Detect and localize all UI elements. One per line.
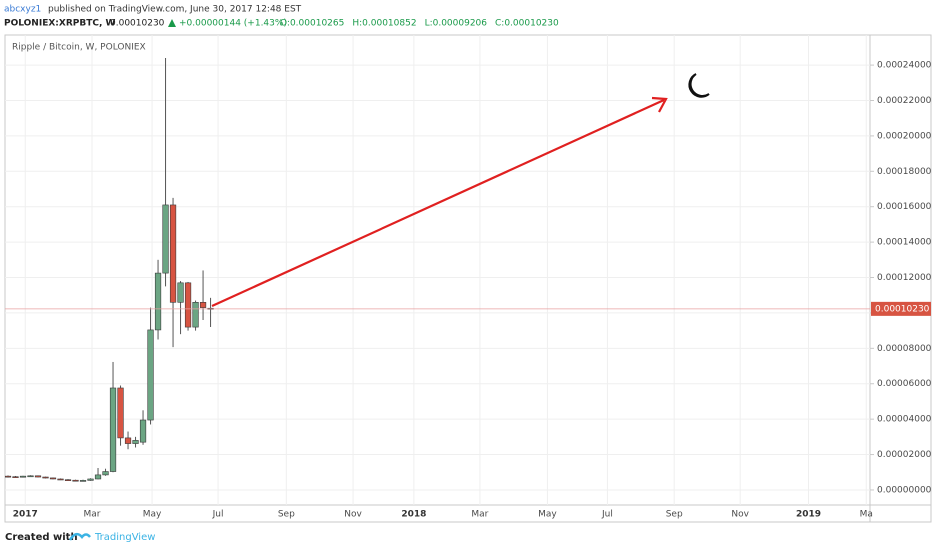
- candle-body: [94, 474, 102, 480]
- x-tick-label: Jul: [212, 510, 224, 520]
- author[interactable]: abcxyz1: [4, 5, 41, 15]
- candle-body: [57, 478, 64, 481]
- y-tick-label: 0.00008000: [877, 344, 932, 354]
- ohlc-value: L:0.00009206: [425, 19, 488, 29]
- up-arrow: [168, 19, 176, 27]
- x-tick-label: Sep: [666, 510, 683, 520]
- candle-body: [124, 437, 132, 444]
- frame: [4, 34, 932, 523]
- last-price-label: 0.00010230: [875, 304, 930, 314]
- y-tick-label: 0.00024000: [877, 61, 932, 71]
- candle-body: [154, 272, 162, 331]
- x-tick-label: Nov: [344, 510, 362, 520]
- x-tick-label: Jul: [601, 510, 613, 520]
- candle-body: [87, 478, 94, 481]
- x-tick-label: 2017: [13, 510, 38, 520]
- y-tick-label: 0.00012000: [877, 273, 932, 283]
- candle-body: [192, 302, 199, 328]
- symbol: POLONIEX:XRPBTC, W: [4, 19, 116, 29]
- x-tick-label: Sep: [278, 510, 295, 520]
- candle-body: [184, 282, 192, 328]
- ohlc-value: C:0.00010230: [495, 19, 559, 29]
- candle-body: [5, 475, 12, 478]
- y-tick-label: 0.00018000: [877, 167, 932, 177]
- x-tick-label: Nov: [731, 510, 749, 520]
- y-tick-label: 0.00004000: [877, 415, 932, 425]
- ohlc-value: H:0.00010852: [352, 19, 416, 29]
- price: 0.00010230: [110, 19, 165, 29]
- y-tick-label: 0.00006000: [877, 379, 932, 389]
- last-price-box: [871, 301, 931, 316]
- grid: [5, 35, 870, 505]
- x-tick-label: Ma: [860, 510, 873, 520]
- candle-body: [102, 471, 109, 476]
- x-tick-label: May: [538, 510, 557, 520]
- moon: [688, 73, 710, 98]
- candle-body: [27, 475, 34, 478]
- candle-body: [169, 204, 177, 303]
- published: published on TradingView.com, June 30, 2…: [48, 5, 302, 15]
- x-tick-label: Mar: [471, 510, 488, 520]
- candle-body: [34, 475, 42, 478]
- candle-body: [162, 204, 169, 274]
- logo: [68, 532, 91, 541]
- change: +0.00000144 (+1.43%): [179, 19, 287, 29]
- candle-body: [132, 440, 139, 444]
- y-tick-label: 0.00022000: [877, 96, 932, 106]
- x-tick-label: 2019: [796, 510, 821, 520]
- y-tick-label: 0.00002000: [877, 450, 932, 460]
- candle-body: [139, 419, 147, 443]
- ohlc-value: O:0.00010265: [280, 19, 344, 29]
- candle-body: [49, 477, 57, 480]
- arrow-head: [651, 96, 668, 113]
- y-tick-label: 0.00000000: [877, 485, 932, 495]
- y-tick-label: 0.00020000: [877, 131, 932, 141]
- candle-body: [117, 387, 124, 439]
- candle-body: [147, 329, 154, 421]
- candle-body: [64, 479, 72, 481]
- candle-body: [12, 476, 19, 478]
- ohlc: O:0.00010265 H:0.00010852 L:0.00009206 C:0.…: [280, 19, 559, 29]
- candle-body: [72, 479, 79, 482]
- candle-body: [19, 475, 27, 478]
- y-tick-label: 0.00014000: [877, 238, 932, 248]
- chart-title: Ripple / Bitcoin, W, POLONIEX: [12, 43, 146, 53]
- x-tick-label: 2018: [401, 510, 426, 520]
- arrow: [211, 98, 665, 308]
- x-tick-label: May: [143, 510, 162, 520]
- footer-brand[interactable]: TradingView: [94, 532, 155, 543]
- x-tick-label: Mar: [84, 510, 101, 520]
- candle-body: [177, 282, 184, 303]
- candle-body: [79, 480, 87, 482]
- candle-body: [42, 476, 49, 479]
- candle-body: [109, 387, 117, 472]
- candle-body: [199, 302, 207, 308]
- candles: [5, 58, 870, 482]
- footer-text: Created with: [5, 532, 78, 543]
- y-tick-label: 0.00016000: [877, 202, 932, 212]
